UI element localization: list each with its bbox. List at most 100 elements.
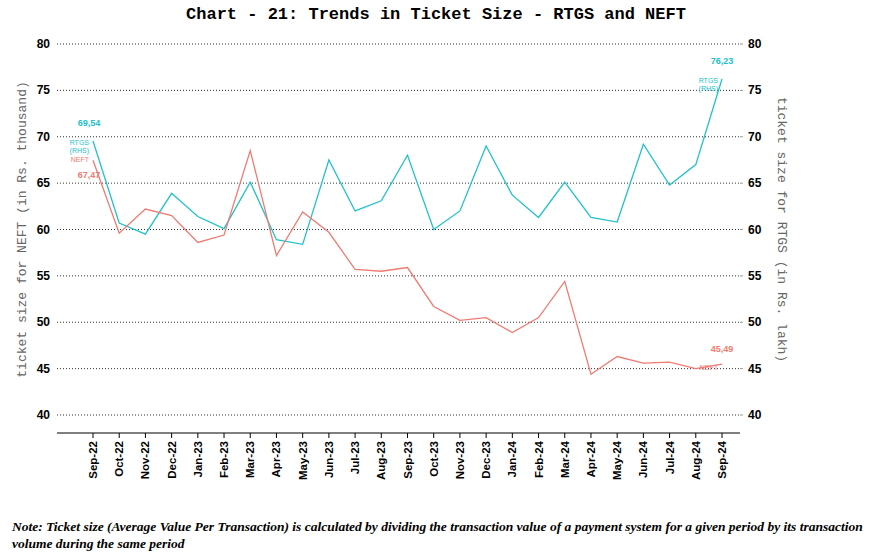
y2-tick	[740, 368, 743, 369]
note: Note: Ticket size (Average Value Per Tra…	[11, 519, 863, 551]
x-tick-label: Dec-23	[480, 441, 492, 479]
x-axis	[57, 433, 740, 434]
y2-tick	[740, 90, 743, 91]
x-tick-label: Jan-23	[192, 441, 204, 477]
x-tick-label: Apr-23	[270, 441, 282, 477]
x-tick-label: Sep-22	[87, 441, 99, 479]
x-tick	[643, 433, 644, 438]
x-tick-label: Oct-22	[113, 441, 125, 477]
x-tick-label: Jan-24	[506, 440, 518, 477]
x-tick	[433, 433, 434, 438]
grid-line	[57, 368, 740, 369]
y-tick-label: 80	[37, 37, 51, 51]
x-tick	[224, 433, 225, 438]
x-tick-label: Oct-23	[428, 441, 440, 477]
x-tick-label: Nov-23	[454, 441, 466, 479]
x-tick-label: Sep-24	[716, 440, 728, 478]
y-tick-label: 40	[37, 408, 51, 422]
y2-tick-label: 70	[748, 130, 762, 144]
x-tick-label: Jul-23	[349, 441, 361, 474]
x-tick-label: Sep-23	[402, 441, 414, 479]
y2-axis-title: ticket size for RTGS (in Rs. lakh)	[774, 97, 789, 362]
series-label: RTGS(RHS)	[70, 139, 90, 155]
data-label: 69,54	[78, 118, 101, 128]
x-tick	[355, 433, 356, 438]
y-tick-label: 50	[37, 315, 51, 329]
title: Chart - 21: Trends in Ticket Size - RTGS…	[186, 5, 686, 24]
y2-tick	[740, 136, 743, 137]
y2-tick	[740, 229, 743, 230]
x-tick	[486, 433, 487, 438]
x-tick-label: May-23	[297, 441, 309, 480]
grid-line	[57, 136, 740, 137]
y-tick-label: 70	[37, 130, 51, 144]
x-tick	[617, 433, 618, 438]
y-tick-label: 45	[37, 362, 51, 376]
y2-tick-label: 75	[748, 83, 762, 97]
x-tick	[381, 433, 382, 438]
y-tick-label: 60	[37, 223, 51, 237]
x-tick	[119, 433, 120, 438]
grid-line	[57, 275, 740, 276]
series-line	[93, 151, 722, 375]
x-tick-label: Mar-23	[244, 441, 256, 478]
x-tick	[407, 433, 408, 438]
x-tick-label: Jun-23	[323, 441, 335, 478]
y2-tick-label: 45	[748, 362, 762, 376]
x-tick-label: Dec-22	[166, 441, 178, 479]
series-line	[93, 79, 722, 244]
x-tick-label: Jul-24	[664, 440, 676, 474]
x-tick-label: Feb-24	[533, 440, 545, 478]
y2-tick-label: 65	[748, 176, 762, 190]
x-tick-label: May-24	[611, 440, 623, 480]
y-tick-label: 65	[37, 176, 51, 190]
data-label: 67,47	[78, 170, 101, 180]
y2-tick-label: 40	[748, 408, 762, 422]
data-label: 76,23	[711, 56, 734, 66]
x-tick-label: Apr-24	[585, 440, 597, 477]
x-tick-label: Jun-24	[637, 440, 649, 478]
x-tick	[459, 433, 460, 438]
grid-line	[57, 183, 740, 184]
y2-tick	[740, 415, 743, 416]
plot-area	[93, 79, 722, 374]
y2-tick	[740, 183, 743, 184]
x-tick	[669, 433, 670, 438]
x-tick-label: Aug-23	[375, 441, 387, 480]
x-tick-label: Mar-24	[559, 440, 571, 478]
x-tick	[695, 433, 696, 438]
x-tick	[250, 433, 251, 438]
y-tick-label: 75	[37, 83, 51, 97]
series-label: RTGS(RHS)	[699, 77, 719, 93]
grid-line	[57, 415, 740, 416]
x-tick	[512, 433, 513, 438]
x-tick-label: Feb-23	[218, 441, 230, 478]
x-tick	[538, 433, 539, 438]
x-tick	[197, 433, 198, 438]
x-tick	[302, 433, 303, 438]
grid-line	[57, 44, 740, 45]
x-tick	[564, 433, 565, 438]
grid-line	[57, 90, 740, 91]
y2-tick-label: 60	[748, 223, 762, 237]
chart: Chart - 21: Trends in Ticket Size - RTGS…	[0, 0, 872, 560]
y2-tick-label: 55	[748, 269, 762, 283]
y-tick-label: 55	[37, 269, 51, 283]
x-tick	[93, 433, 94, 438]
grid-line	[57, 322, 740, 323]
y2-tick-label: 50	[748, 315, 762, 329]
series-label: NEFT	[700, 364, 719, 371]
series-label: NEFT	[71, 156, 90, 163]
x-tick-label: Nov-22	[139, 441, 151, 479]
x-tick	[722, 433, 723, 438]
y-axis-title: ticket size for NEFT (in Rs. thousand)	[15, 81, 30, 377]
y2-tick-label: 80	[748, 37, 762, 51]
y2-tick	[740, 44, 743, 45]
data-label: 45,49	[711, 344, 734, 354]
x-tick	[171, 433, 172, 438]
x-tick-label: Aug-24	[690, 440, 702, 480]
x-tick	[328, 433, 329, 438]
y2-tick	[740, 322, 743, 323]
x-tick	[590, 433, 591, 438]
grid-line	[57, 229, 740, 230]
